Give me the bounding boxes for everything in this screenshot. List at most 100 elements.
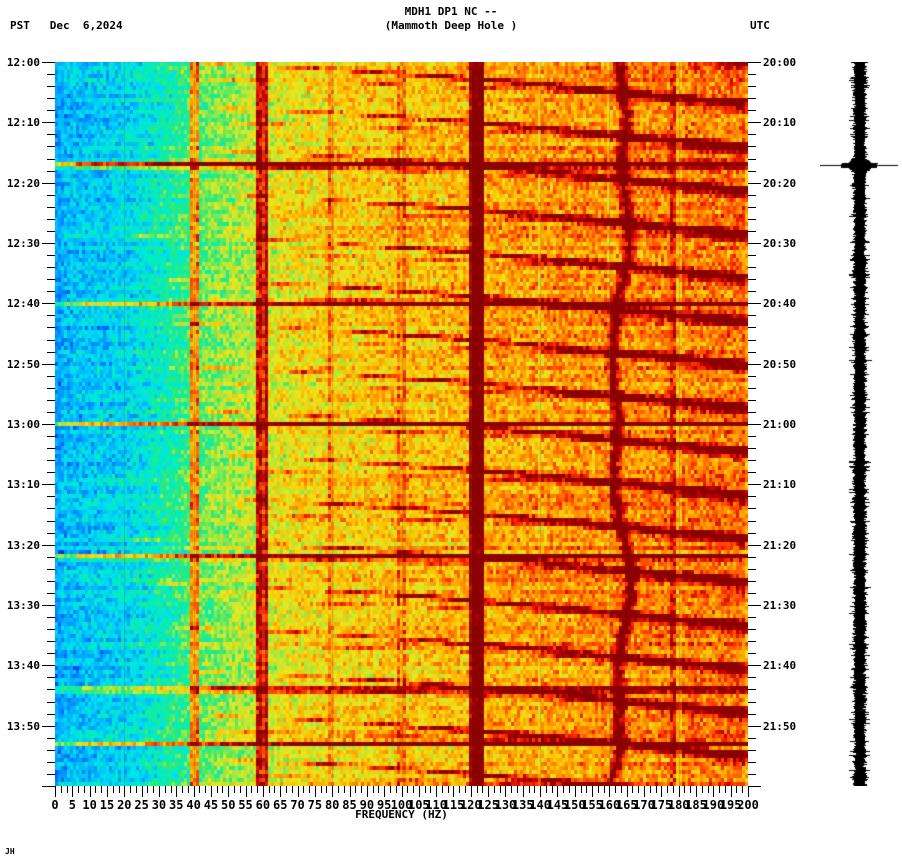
frequency-tick [425, 786, 426, 793]
utc-tick [748, 267, 756, 268]
utc-tick [748, 472, 756, 473]
header-station-name: (Mammoth Deep Hole ) [384, 19, 518, 32]
pst-tick [47, 508, 55, 509]
frequency-label: 175 [650, 798, 673, 812]
frequency-label: 50 [221, 798, 236, 812]
pst-time-label: 12:00 [6, 56, 40, 69]
utc-tick [748, 569, 756, 570]
utc-tick [748, 557, 756, 558]
frequency-tick [644, 786, 645, 797]
pst-tick [47, 146, 55, 147]
frequency-tick [234, 786, 235, 793]
pst-tick [47, 617, 55, 618]
utc-tick [748, 122, 761, 123]
utc-tick [748, 327, 756, 328]
frequency-tick [390, 786, 391, 793]
utc-tick [748, 653, 756, 654]
frequency-tick [107, 786, 108, 797]
utc-tick [748, 364, 761, 365]
frequency-tick [240, 786, 241, 793]
frequency-tick [731, 786, 732, 797]
frequency-tick [615, 786, 616, 793]
utc-tick [748, 388, 756, 389]
frequency-tick [61, 786, 62, 793]
pst-tick [47, 448, 55, 449]
utc-tick [748, 146, 756, 147]
frequency-tick [119, 786, 120, 793]
frequency-label: 160 [598, 798, 621, 812]
frequency-tick [702, 786, 703, 793]
frequency-tick [130, 786, 131, 793]
frequency-tick [632, 786, 633, 793]
frequency-tick [736, 786, 737, 793]
pst-tick [47, 195, 55, 196]
utc-tick [748, 183, 761, 184]
pst-time-label: 12:50 [6, 358, 40, 371]
utc-tick [748, 134, 756, 135]
pst-tick [47, 279, 55, 280]
frequency-tick [563, 786, 564, 793]
frequency-tick [656, 786, 657, 793]
pst-tick [47, 255, 55, 256]
frequency-tick [673, 786, 674, 793]
frequency-tick [159, 786, 160, 797]
frequency-tick [488, 786, 489, 797]
frequency-tick [442, 786, 443, 793]
frequency-label: 80 [324, 798, 340, 812]
frequency-tick [448, 786, 449, 793]
frequency-tick [713, 786, 714, 797]
frequency-tick [471, 786, 472, 797]
utc-tick [748, 436, 756, 437]
header-left-date: PST Dec 6,2024 [10, 19, 123, 32]
frequency-label: 185 [685, 798, 707, 812]
pst-tick [47, 388, 55, 389]
pst-tick [47, 629, 55, 630]
utc-tick [748, 581, 756, 582]
frequency-label: 70 [290, 798, 305, 812]
frequency-tick [679, 786, 680, 797]
pst-tick [42, 786, 55, 787]
utc-tick [748, 677, 756, 678]
frequency-label: 180 [667, 798, 690, 812]
frequency-tick [222, 786, 223, 793]
frequency-tick [309, 786, 310, 793]
frequency-label: 120 [459, 798, 482, 812]
frequency-tick [257, 786, 258, 793]
pst-tick [47, 533, 55, 534]
frequency-tick [350, 786, 351, 797]
frequency-tick [194, 786, 195, 797]
utc-tick [748, 508, 756, 509]
frequency-tick [511, 786, 512, 793]
pst-tick [47, 653, 55, 654]
utc-tick [748, 521, 756, 522]
frequency-tick [147, 786, 148, 793]
frequency-label: 90 [359, 798, 375, 812]
pst-tick [47, 376, 55, 377]
pst-tick [47, 219, 55, 220]
frequency-tick [500, 786, 501, 793]
frequency-tick [101, 786, 102, 793]
frequency-tick [332, 786, 333, 797]
utc-tick [748, 62, 761, 63]
frequency-tick [569, 786, 570, 793]
pst-tick [47, 762, 55, 763]
frequency-tick [534, 786, 535, 793]
frequency-tick [546, 786, 547, 793]
utc-tick [748, 665, 761, 666]
utc-tick [748, 315, 756, 316]
pst-time-label: 12:40 [6, 297, 40, 310]
frequency-tick [436, 786, 437, 797]
frequency-tick [378, 786, 379, 793]
utc-tick [748, 424, 761, 425]
pst-time-label: 13:00 [6, 418, 40, 431]
utc-time-label: 20:20 [763, 177, 797, 190]
pst-tick [47, 521, 55, 522]
frequency-tick [586, 786, 587, 793]
seismogram-trace [820, 62, 902, 786]
header-station-code: MDH1 DP1 NC -- [404, 5, 498, 18]
utc-time-label: 20:30 [763, 237, 797, 250]
utc-tick [748, 496, 756, 497]
frequency-label: 135 [511, 798, 534, 812]
frequency-tick [453, 786, 454, 797]
pst-tick [47, 581, 55, 582]
